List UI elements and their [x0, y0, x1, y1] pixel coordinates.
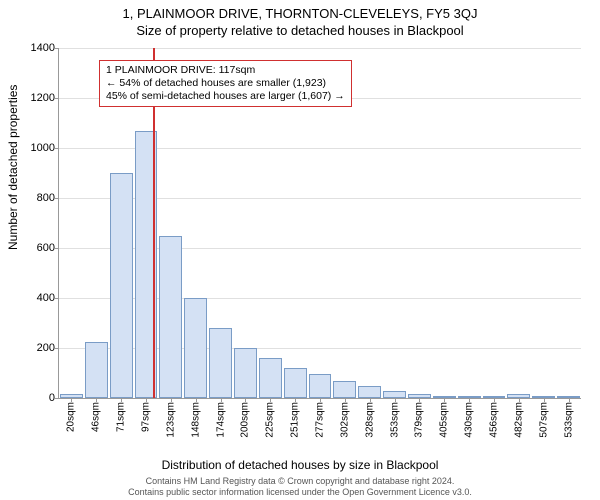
histogram-bar: [259, 358, 282, 398]
y-tick: [55, 298, 59, 299]
x-tick-label: 405sqm: [439, 402, 450, 438]
histogram-bar: [159, 236, 182, 399]
annotation-line1: 1 PLAINMOOR DRIVE: 117sqm: [106, 64, 345, 77]
x-tick-label: 277sqm: [315, 402, 326, 438]
annotation-line3: 45% of semi-detached houses are larger (…: [106, 90, 345, 103]
y-tick-label: 200: [37, 342, 55, 354]
annotation-box: 1 PLAINMOOR DRIVE: 117sqm ← 54% of detac…: [99, 60, 352, 107]
x-tick-label: 148sqm: [190, 402, 201, 438]
x-tick-label: 430sqm: [464, 402, 475, 438]
x-tick-label: 123sqm: [165, 402, 176, 438]
y-tick: [55, 248, 59, 249]
histogram-bar: [358, 386, 381, 399]
x-tick-label: 46sqm: [91, 402, 102, 432]
x-tick-label: 174sqm: [215, 402, 226, 438]
y-tick-label: 1400: [31, 42, 55, 54]
histogram-bar: [284, 368, 307, 398]
y-tick: [55, 198, 59, 199]
y-tick-label: 800: [37, 192, 55, 204]
histogram-bar: [309, 374, 332, 398]
x-tick-label: 225sqm: [265, 402, 276, 438]
y-tick: [55, 398, 59, 399]
histogram-bar: [85, 342, 108, 398]
histogram-bar: [383, 391, 406, 399]
y-tick-label: 1000: [31, 142, 55, 154]
x-tick-label: 20sqm: [66, 402, 77, 432]
annotation-line2: ← 54% of detached houses are smaller (1,…: [106, 77, 345, 90]
x-tick-label: 200sqm: [240, 402, 251, 438]
y-tick-label: 600: [37, 242, 55, 254]
y-tick: [55, 98, 59, 99]
x-tick-label: 507sqm: [538, 402, 549, 438]
y-axis-label: Number of detached properties: [6, 85, 20, 250]
y-tick: [55, 348, 59, 349]
chart-subtitle: Size of property relative to detached ho…: [0, 21, 600, 38]
x-axis-label: Distribution of detached houses by size …: [0, 458, 600, 472]
histogram-bar: [333, 381, 356, 399]
histogram-bar: [110, 173, 133, 398]
x-tick-label: 533sqm: [563, 402, 574, 438]
histogram-plot-area: 020040060080010001200140020sqm46sqm71sqm…: [58, 48, 581, 399]
x-tick-label: 456sqm: [489, 402, 500, 438]
x-tick-label: 302sqm: [339, 402, 350, 438]
chart-title: 1, PLAINMOOR DRIVE, THORNTON-CLEVELEYS, …: [0, 0, 600, 21]
y-tick-label: 400: [37, 292, 55, 304]
x-tick-label: 328sqm: [364, 402, 375, 438]
y-tick-label: 1200: [31, 92, 55, 104]
footer-attribution: Contains HM Land Registry data © Crown c…: [0, 476, 600, 498]
x-tick-label: 379sqm: [414, 402, 425, 438]
x-tick-label: 97sqm: [141, 402, 152, 432]
x-tick-label: 71sqm: [116, 402, 127, 432]
y-tick: [55, 148, 59, 149]
gridline: [59, 48, 581, 49]
x-tick-label: 482sqm: [513, 402, 524, 438]
histogram-bar: [209, 328, 232, 398]
y-tick-label: 0: [49, 392, 55, 404]
x-tick-label: 353sqm: [389, 402, 400, 438]
footer-line1: Contains HM Land Registry data © Crown c…: [0, 476, 600, 487]
y-tick: [55, 48, 59, 49]
x-tick-label: 251sqm: [290, 402, 301, 438]
histogram-bar: [234, 348, 257, 398]
footer-line2: Contains public sector information licen…: [0, 487, 600, 498]
histogram-bar: [184, 298, 207, 398]
